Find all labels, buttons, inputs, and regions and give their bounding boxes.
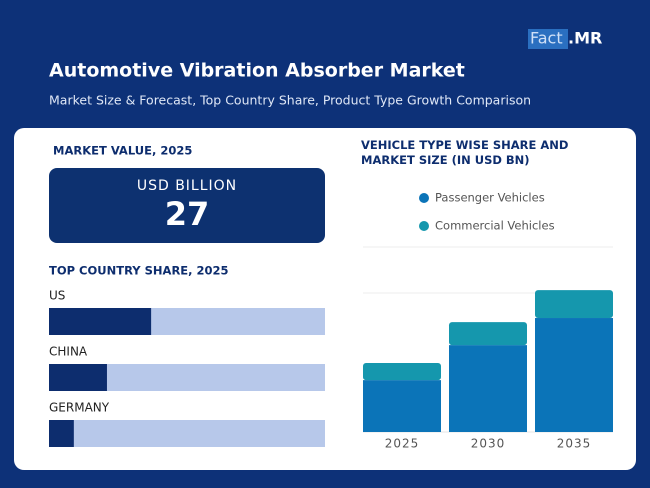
- bar-segment: [449, 322, 527, 346]
- chart-title: VEHICLE TYPE WISE SHARE AND MARKET SIZE (…: [361, 138, 568, 167]
- market-value-unit: USD BILLION: [137, 178, 237, 194]
- logo-box: [528, 29, 568, 49]
- bar: [49, 364, 107, 391]
- country-label: US: [49, 289, 65, 303]
- bar-track: [49, 420, 325, 447]
- bar-segment: [363, 380, 441, 432]
- bar-segment: [535, 290, 613, 319]
- legend-marker: [419, 221, 429, 231]
- country-share-title: TOP COUNTRY SHARE, 2025: [49, 264, 229, 278]
- legend-label: Commercial Vehicles: [435, 219, 555, 233]
- bar-segment: [449, 345, 527, 432]
- legend-marker: [419, 193, 429, 203]
- bar: [49, 308, 152, 335]
- country-label: CHINA: [49, 345, 88, 359]
- x-tick-label: 2030: [471, 437, 506, 451]
- bar-segment: [363, 363, 441, 381]
- legend-label: Passenger Vehicles: [435, 191, 545, 205]
- subtitle: Market Size & Forecast, Top Country Shar…: [49, 93, 531, 108]
- x-tick-label: 2035: [557, 437, 592, 451]
- bar-segment: [535, 318, 613, 432]
- market-value-box: [49, 168, 325, 243]
- logo: .MR: [568, 29, 602, 48]
- bar: [49, 420, 74, 447]
- logo: Fact: [530, 29, 563, 48]
- title: Automotive Vibration Absorber Market: [49, 60, 465, 82]
- market-value: 27: [165, 195, 210, 233]
- x-tick-label: 2025: [385, 437, 420, 451]
- market-value-label: MARKET VALUE, 2025: [53, 144, 192, 158]
- country-label: GERMANY: [49, 401, 110, 415]
